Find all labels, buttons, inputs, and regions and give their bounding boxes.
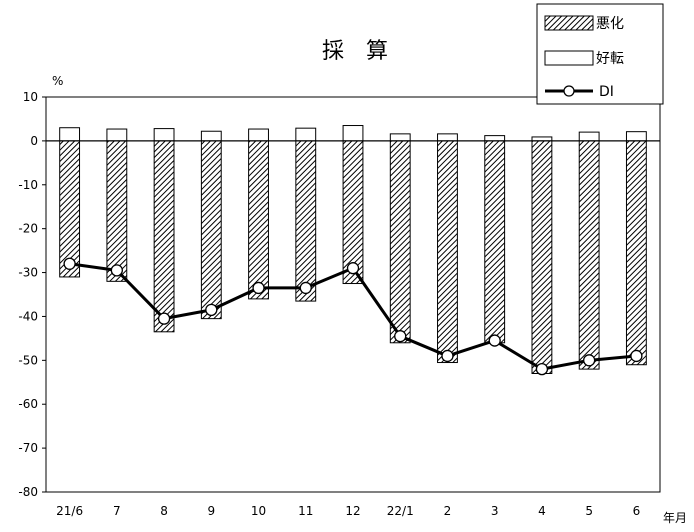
plot-area-frame	[45, 96, 661, 493]
di-point	[205, 303, 218, 317]
di-point	[488, 334, 501, 347]
bar-worsen	[153, 140, 175, 333]
chart-title: 採 算	[322, 39, 388, 64]
bar-worsen	[59, 140, 81, 278]
bar-improve	[484, 135, 506, 142]
x-tick-label: 7	[113, 504, 121, 518]
y-tick-label: -20	[18, 222, 38, 236]
x-tick-label: 22/1	[387, 504, 414, 518]
di-line-series	[63, 257, 643, 376]
bar-improve	[106, 128, 128, 142]
y-axis-unit-label: %	[52, 74, 63, 88]
x-tick-label: 6	[633, 504, 641, 518]
bar-improve	[59, 127, 81, 142]
bar-worsen	[531, 140, 553, 374]
legend-swatch-di-marker	[563, 85, 575, 97]
di-point	[441, 349, 454, 363]
bar-improve	[389, 133, 411, 142]
y-tick-label: 0	[30, 134, 38, 148]
bar-improve	[578, 131, 600, 142]
x-tick-label: 10	[251, 504, 266, 518]
y-tick-label: -10	[18, 178, 38, 192]
y-tick-label: -60	[18, 397, 38, 411]
x-tick-label: 2	[444, 504, 452, 518]
y-tick-label: -40	[18, 309, 38, 323]
legend-label-worsen: 悪化	[596, 16, 624, 32]
x-axis-tick-labels: 21/6 7 8 9 10 11 12 22/1 2 3 4 5 6	[56, 504, 640, 518]
y-tick-label: 10	[23, 90, 38, 104]
bar-worsen	[106, 140, 128, 282]
bar-worsen	[389, 140, 411, 344]
bar-worsen	[295, 140, 317, 302]
y-tick-label: -70	[18, 441, 38, 455]
bars-group	[59, 125, 647, 374]
x-tick-label: 8	[160, 504, 168, 518]
x-tick-label: 21/6	[56, 504, 83, 518]
y-axis-ticks: 10 0 -10 -20 -30 -40 -50 -60 -70 -80	[18, 90, 46, 499]
bar-improve	[295, 127, 317, 142]
x-tick-label: 12	[345, 504, 360, 518]
legend-swatch-worsen	[544, 15, 594, 31]
bar-worsen	[578, 140, 600, 370]
legend: 悪化 好転 DI	[536, 3, 664, 105]
bar-worsen	[625, 140, 647, 366]
y-tick-label: -30	[18, 266, 38, 280]
bar-worsen	[248, 140, 269, 300]
legend-label-improve: 好転	[596, 51, 624, 67]
di-point	[535, 362, 549, 376]
bar-improve	[625, 131, 647, 142]
bar-improve	[437, 133, 458, 142]
di-point	[299, 281, 312, 295]
di-point	[63, 257, 76, 270]
di-point	[110, 264, 123, 277]
x-tick-label: 4	[538, 504, 546, 518]
x-axis-unit-label: 年月	[663, 511, 687, 525]
x-tick-label: 5	[585, 504, 593, 518]
x-tick-label: 9	[207, 504, 215, 518]
x-tick-label: 3	[491, 504, 499, 518]
di-point	[394, 330, 407, 343]
di-point	[346, 262, 360, 275]
bar-worsen	[200, 140, 222, 320]
bar-worsen	[484, 140, 506, 344]
di-point	[630, 349, 643, 363]
y-tick-label: -50	[18, 353, 38, 367]
di-point	[583, 354, 596, 367]
bar-improve	[342, 125, 364, 142]
bar-improve	[153, 128, 175, 142]
bar-worsen	[437, 140, 458, 364]
legend-label-di: DI	[599, 84, 614, 100]
x-tick-label: 11	[298, 504, 313, 518]
legend-swatch-improve	[544, 50, 594, 66]
bar-improve	[248, 128, 269, 142]
di-point	[157, 312, 171, 325]
bar-improve	[200, 130, 222, 142]
di-point	[252, 281, 265, 295]
y-tick-label: -80	[18, 485, 38, 499]
